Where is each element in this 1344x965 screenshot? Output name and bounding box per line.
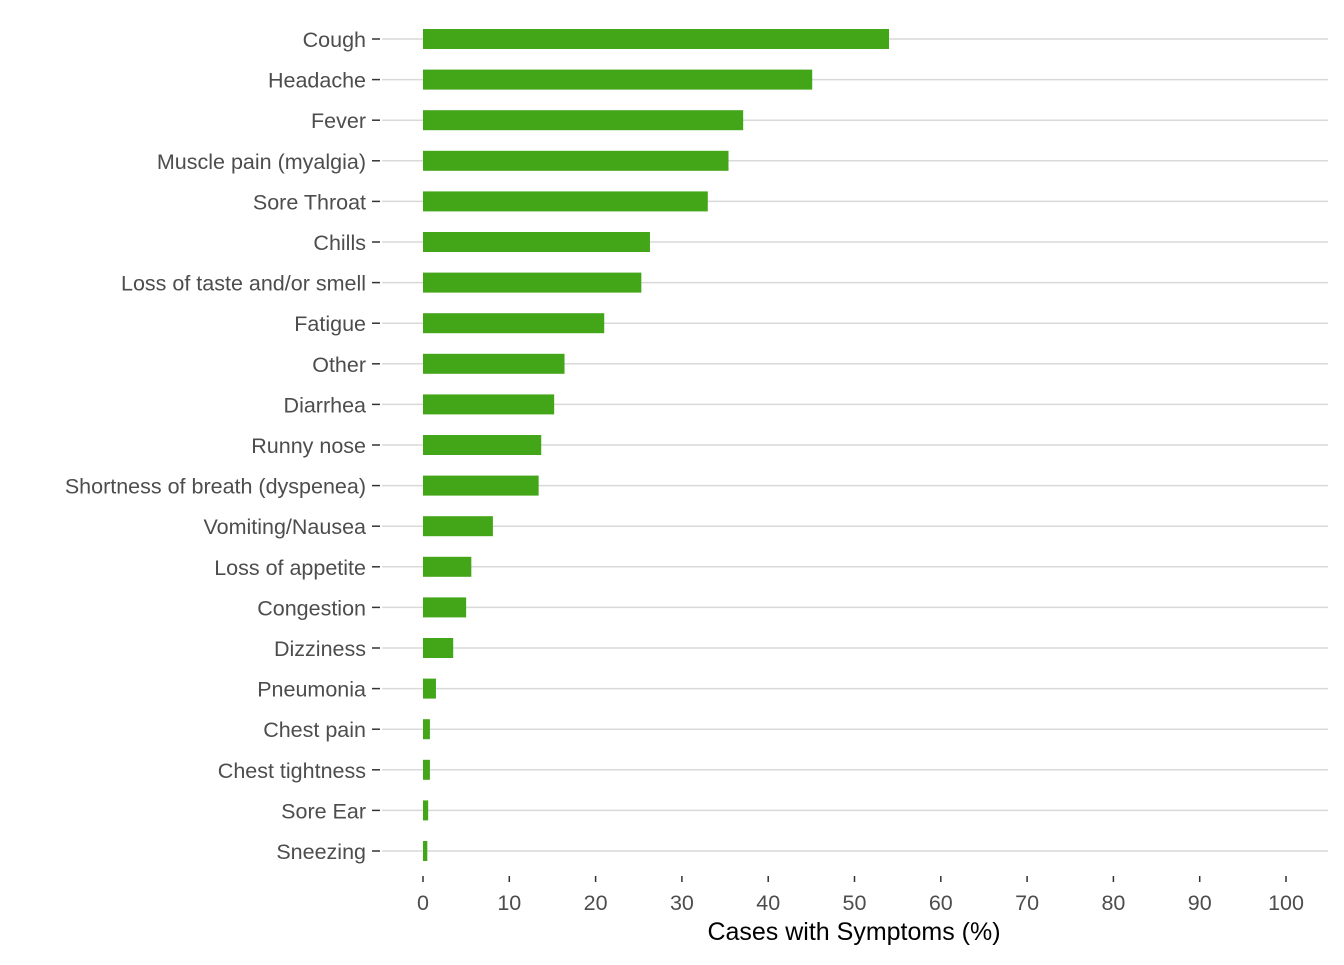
bar-chest-tightness <box>423 759 430 780</box>
bar-cough <box>423 29 890 49</box>
bar-sore-ear <box>423 800 429 821</box>
y-tick-label-sore-ear: Sore Ear <box>281 799 366 823</box>
y-tick-label-diarrhea: Diarrhea <box>284 393 366 417</box>
x-tick-label-70: 70 <box>1015 891 1039 915</box>
y-tick-label-sneezing: Sneezing <box>276 840 366 864</box>
x-tick-label-0: 0 <box>417 891 429 915</box>
y-tick-label-headache: Headache <box>268 69 366 93</box>
bar-muscle-pain-myalgia <box>423 150 729 171</box>
bar-shortness-of-breath-dyspenea <box>423 475 539 496</box>
bar-loss-of-taste-and-or-smell <box>423 272 642 293</box>
y-tick-label-chest-pain: Chest pain <box>263 718 366 742</box>
y-tick-label-muscle-pain-myalgia: Muscle pain (myalgia) <box>157 150 366 174</box>
x-tick-label-10: 10 <box>497 891 521 915</box>
bar-headache <box>423 69 813 90</box>
y-tick-label-dizziness: Dizziness <box>274 637 366 661</box>
x-axis: 0 10 20 30 40 50 60 70 80 90 100 <box>417 876 1304 915</box>
y-tick-label-runny-nose: Runny nose <box>251 434 366 458</box>
x-tick-label-80: 80 <box>1101 891 1125 915</box>
x-tick-label-40: 40 <box>756 891 780 915</box>
bar-chills <box>423 232 650 252</box>
y-tick-label-fatigue: Fatigue <box>294 312 366 336</box>
bar-pneumonia <box>423 678 436 699</box>
x-tick-label-50: 50 <box>843 891 867 915</box>
y-tick-label-loss-of-taste-and-or-smell: Loss of taste and/or smell <box>121 272 366 296</box>
bar-fatigue <box>423 313 605 334</box>
bar-dizziness <box>423 638 454 658</box>
x-tick-label-60: 60 <box>929 891 953 915</box>
bar-vomiting-nausea <box>423 516 493 537</box>
x-axis-title: Cases with Symptoms (%) <box>707 918 1000 946</box>
y-tick-label-fever: Fever <box>311 109 366 133</box>
y-tick-label-loss-of-appetite: Loss of appetite <box>214 556 366 580</box>
y-tick-label-cough: Cough <box>303 28 366 52</box>
y-tick-label-shortness-of-breath-dyspenea: Shortness of breath (dyspenea) <box>65 475 366 499</box>
y-tick-label-chills: Chills <box>313 231 366 255</box>
bar-diarrhea <box>423 394 555 415</box>
x-tick-label-90: 90 <box>1188 891 1212 915</box>
bars <box>423 29 890 861</box>
bar-fever <box>423 110 744 131</box>
bar-chest-pain <box>423 719 430 740</box>
bar-sneezing <box>423 841 428 861</box>
bar-loss-of-appetite <box>423 556 472 577</box>
x-tick-label-100: 100 <box>1268 891 1304 915</box>
y-tick-label-sore-throat: Sore Throat <box>253 190 366 214</box>
bar-runny-nose <box>423 435 542 455</box>
bar-other <box>423 353 565 374</box>
x-tick-label-30: 30 <box>670 891 694 915</box>
y-tick-label-vomiting-nausea: Vomiting/Nausea <box>203 515 366 539</box>
y-tick-label-congestion: Congestion <box>257 596 366 620</box>
y-tick-label-chest-tightness: Chest tightness <box>218 759 366 783</box>
y-tick-label-other: Other <box>312 353 366 377</box>
bar-congestion <box>423 597 467 618</box>
y-axis: Cough Headache Fever Muscle pain (myalgia) S… <box>65 28 380 864</box>
x-tick-label-20: 20 <box>584 891 608 915</box>
bar-sore-throat <box>423 191 708 212</box>
y-tick-label-pneumonia: Pneumonia <box>257 678 366 702</box>
